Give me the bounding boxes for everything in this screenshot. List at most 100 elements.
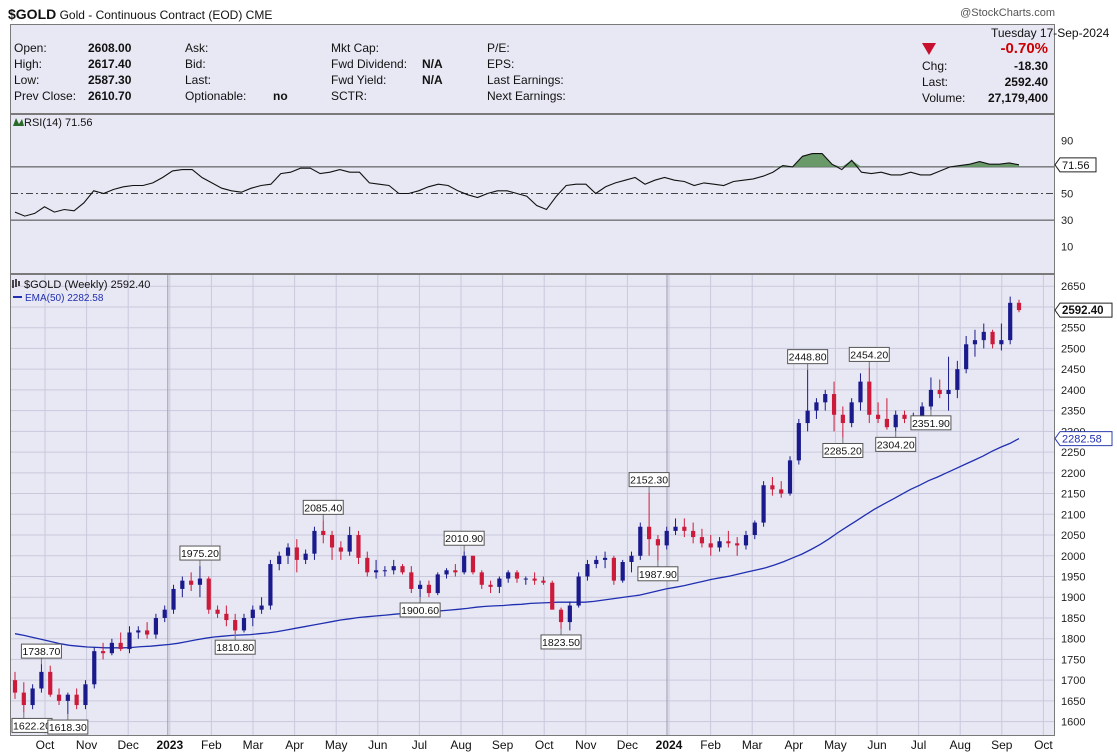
candle-body — [470, 555, 476, 573]
candle-body — [708, 543, 713, 548]
annotation-box — [910, 415, 952, 431]
pe-label: P/E: — [487, 41, 510, 55]
candle-body — [189, 580, 194, 585]
candle-body — [814, 402, 819, 411]
annotation-box — [822, 442, 864, 458]
x-axis-label: Mar — [742, 738, 763, 752]
candle-body — [664, 530, 669, 546]
candle-body — [100, 651, 106, 654]
candle-body — [453, 570, 458, 573]
candle-body — [426, 584, 432, 594]
x-axis-label: May — [824, 738, 847, 752]
candle-body — [611, 557, 616, 581]
candle-body — [629, 555, 634, 562]
rsi-title: RSI(14) 71.56 — [24, 117, 92, 129]
candle-body — [479, 572, 484, 585]
annotation-label: 2085.40 — [304, 502, 342, 514]
last-earnings-label: Last Earnings: — [487, 73, 564, 87]
annotation-label: 1622.20 — [13, 720, 51, 732]
candle-body — [233, 620, 238, 631]
x-axis-label: Dec — [118, 738, 139, 752]
candle-body — [303, 553, 308, 560]
x-axis-label: Aug — [950, 738, 971, 752]
candle-body — [435, 574, 440, 594]
candle-body — [999, 340, 1004, 345]
candle-body — [277, 555, 282, 565]
exchange: CME — [245, 8, 273, 22]
symbol: $GOLD — [8, 6, 57, 22]
prev-close-value: 2610.70 — [88, 89, 132, 103]
candle-body — [92, 651, 97, 685]
annotation-label: 2448.80 — [789, 352, 827, 364]
candle-body — [197, 578, 203, 585]
candle-body — [373, 570, 379, 573]
candle-body — [215, 609, 220, 614]
candle-body — [567, 605, 572, 623]
optionable-label: Optionable: — [185, 89, 247, 103]
rsi-last-value-tag — [1054, 157, 1097, 173]
candle-body — [532, 578, 537, 581]
candle-body — [83, 684, 88, 706]
annotation-label: 1900.60 — [401, 605, 439, 617]
candle-body — [585, 564, 590, 577]
price-y-tick: 2100 — [1061, 509, 1085, 521]
candle-body — [955, 369, 960, 390]
ema-last-value-tag — [1054, 431, 1113, 447]
high-label: High: — [14, 57, 43, 71]
candle-body — [241, 617, 247, 631]
candle-body — [56, 694, 62, 701]
fwd-dividend-value: N/A — [422, 57, 443, 71]
candle-body — [752, 522, 757, 536]
candle-body — [365, 557, 370, 573]
price-last-value: 2592.40 — [1062, 305, 1104, 317]
optionable-value: no — [273, 89, 288, 103]
candle-body — [409, 572, 414, 589]
candle-body — [523, 578, 528, 580]
x-axis-label: Oct — [36, 738, 55, 752]
chart-title: $GOLD Gold - Continuous Contract (EOD) C… — [8, 6, 272, 22]
x-axis-label: 2024 — [656, 738, 683, 752]
x-axis-label: Jun — [368, 738, 387, 752]
candle-body — [964, 344, 969, 370]
rsi-y-tick: 30 — [1061, 215, 1073, 227]
annotation-box — [443, 530, 485, 546]
candle-body — [259, 605, 264, 610]
candle-body — [462, 555, 467, 573]
candle-body — [418, 584, 423, 589]
price-y-tick: 1850 — [1061, 613, 1085, 625]
candle-body — [761, 485, 766, 523]
candle-body — [391, 566, 396, 571]
annotation-box — [540, 634, 582, 650]
x-axis-label: Jul — [911, 738, 926, 752]
candle-body — [981, 331, 986, 341]
candle-body — [920, 406, 925, 417]
rsi-last-value: 71.56 — [1062, 160, 1090, 172]
annotation-box — [399, 602, 441, 618]
candle-body — [48, 671, 53, 695]
x-axis-label: Jul — [412, 738, 427, 752]
candle-body — [285, 547, 291, 556]
x-axis-label: Aug — [450, 738, 471, 752]
candle-body — [1008, 302, 1013, 341]
rsi-overbought-fill — [15, 153, 1019, 167]
candle-body — [840, 414, 845, 424]
high-value: 2617.40 — [88, 57, 132, 71]
last-value: 2592.40 — [1004, 75, 1048, 89]
candle-body — [541, 580, 546, 583]
candle-body — [268, 564, 273, 606]
chg-label: Chg: — [922, 59, 948, 73]
candle-body — [831, 394, 837, 415]
rsi-icon — [13, 118, 24, 126]
candle-body — [1016, 302, 1022, 311]
x-axis-label: Sep — [492, 738, 514, 752]
x-axis-label: 2023 — [156, 738, 183, 752]
candle-body — [787, 460, 793, 494]
x-axis-label: Jun — [867, 738, 886, 752]
candle-body — [735, 543, 740, 546]
mkt-cap-label: Mkt Cap: — [331, 41, 380, 55]
annotation-box — [20, 643, 62, 659]
annotation-label: 1810.80 — [216, 642, 254, 654]
candle-body — [972, 340, 978, 345]
